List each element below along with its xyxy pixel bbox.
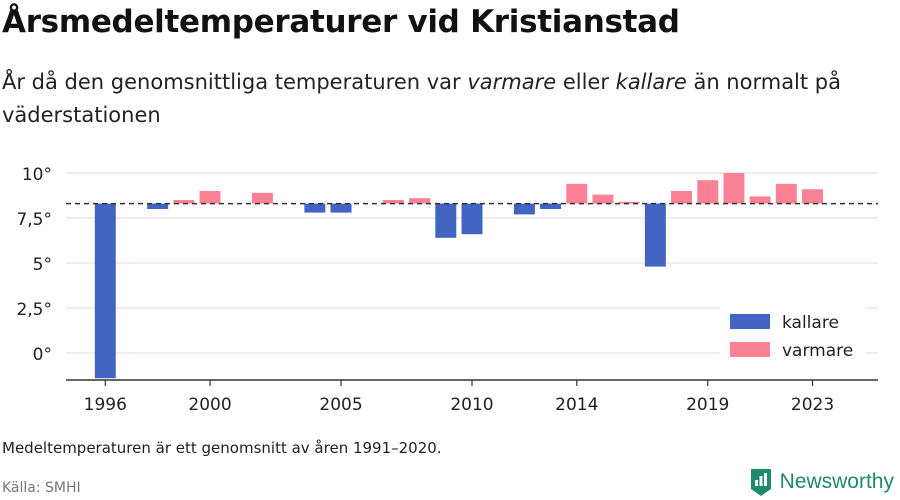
bar-kallare-2017 (644, 203, 666, 267)
bar-kallare-2009 (435, 203, 457, 238)
bar-kallare-1998 (147, 203, 169, 209)
bar-varmare-2014 (566, 183, 588, 204)
x-tick-label: 2019 (686, 395, 729, 415)
bar-kallare-2004 (304, 203, 326, 213)
bar-kallare-1996 (94, 203, 116, 379)
x-tick-label: 2023 (791, 395, 834, 415)
chart-subtitle: År då den genomsnittliga temperaturen va… (2, 66, 892, 132)
y-tick-label: 0° (33, 345, 52, 365)
y-axis-tick-labels: 0° 2,5° 5° 7,5° 10° (16, 165, 52, 365)
subtitle-part-3: än normalt på väderstationen (2, 70, 841, 127)
x-tick-label: 1996 (84, 395, 127, 415)
legend: kallare varmare (720, 305, 865, 367)
legend-swatch-kallare (730, 314, 770, 329)
x-tick-label: 2010 (450, 395, 493, 415)
temperature-bar-chart: 0° 2,5° 5° 7,5° 10° 1996 2000 2005 2010 2014 2019… (16, 165, 878, 415)
y-tick-label: 10° (22, 165, 52, 185)
bar-varmare-2018 (671, 191, 693, 204)
x-tick-label: 2000 (188, 395, 231, 415)
subtitle-part-1: År då den genomsnittliga temperaturen va… (2, 70, 468, 94)
bar-varmare-2008 (409, 198, 431, 204)
bar-varmare-2007 (382, 200, 404, 204)
subtitle-part-2: eller (556, 70, 616, 94)
bar-varmare-2023 (802, 189, 823, 204)
legend-swatch-varmare (730, 342, 770, 357)
bar-kallare-2005 (330, 203, 352, 213)
bar-varmare-2002 (251, 192, 273, 204)
x-tick-label: 2005 (319, 395, 362, 415)
chart-title: Årsmedeltemperaturer vid Kristianstad (2, 4, 680, 40)
bar-varmare-2000 (199, 191, 221, 204)
bar-varmare-1999 (173, 200, 195, 204)
x-axis-ticks: 1996 2000 2005 2010 2014 2019 2023 (84, 380, 834, 415)
bar-varmare-2022 (775, 183, 797, 204)
y-tick-label: 5° (33, 255, 52, 275)
bar-kallare-2013 (540, 203, 562, 209)
bar-varmare-2020 (723, 173, 745, 204)
legend-label-kallare: kallare (782, 313, 839, 333)
bar-chart-logo-icon (750, 469, 771, 496)
bar-varmare-2019 (697, 180, 719, 204)
x-tick-label: 2014 (555, 395, 598, 415)
y-tick-label: 7,5° (16, 210, 52, 230)
bar-kallare-2010 (461, 203, 483, 235)
bar-varmare-2021 (749, 196, 771, 204)
source-credit: Källa: SMHI (2, 480, 81, 496)
bar-kallare-2012 (513, 203, 535, 215)
footnote: Medeltemperaturen är ett genomsnitt av å… (2, 439, 442, 457)
brand-name: Newsworthy (779, 470, 894, 493)
bar-varmare-2016 (618, 201, 640, 204)
bar-varmare-2015 (592, 194, 614, 204)
legend-label-varmare: varmare (782, 341, 853, 361)
bars (94, 173, 823, 379)
y-tick-label: 2,5° (16, 300, 52, 320)
subtitle-emphasis-colder: kallare (615, 70, 687, 94)
subtitle-emphasis-warmer: varmare (467, 70, 557, 94)
brand-logo: Newsworthy (749, 467, 894, 497)
